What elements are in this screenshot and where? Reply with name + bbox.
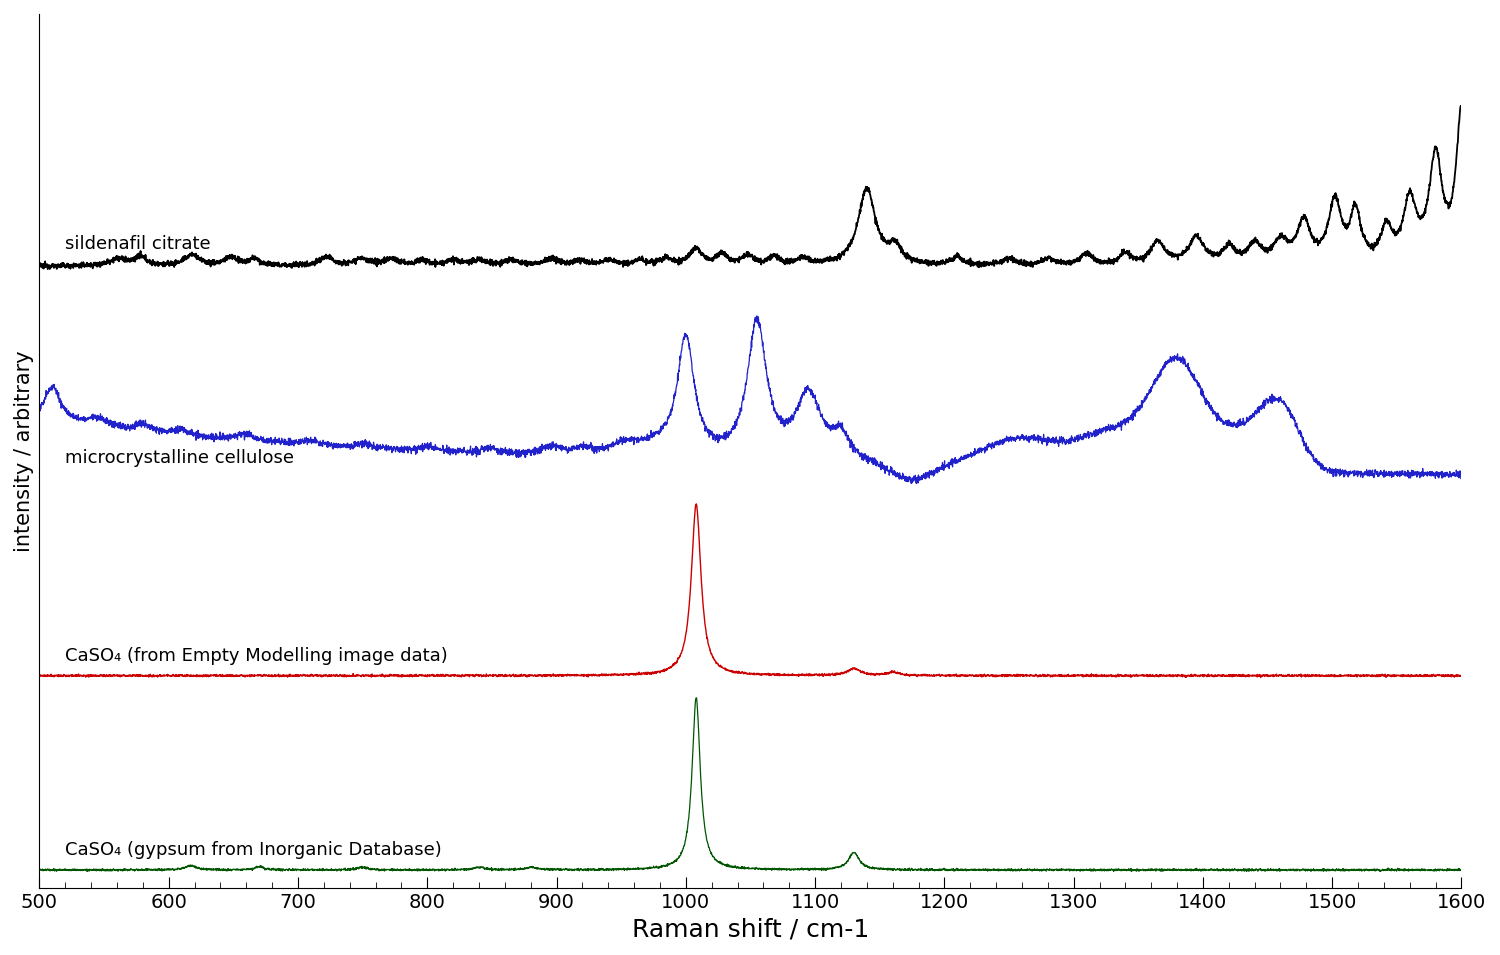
X-axis label: Raman shift / cm-1: Raman shift / cm-1 <box>632 917 868 941</box>
Text: CaSO₄ (gypsum from Inorganic Database): CaSO₄ (gypsum from Inorganic Database) <box>66 841 442 860</box>
Text: microcrystalline cellulose: microcrystalline cellulose <box>66 449 294 467</box>
Text: CaSO₄ (from Empty Modelling image data): CaSO₄ (from Empty Modelling image data) <box>66 647 448 666</box>
Text: sildenafil citrate: sildenafil citrate <box>66 235 211 253</box>
Y-axis label: intensity / arbitrary: intensity / arbitrary <box>13 350 34 552</box>
